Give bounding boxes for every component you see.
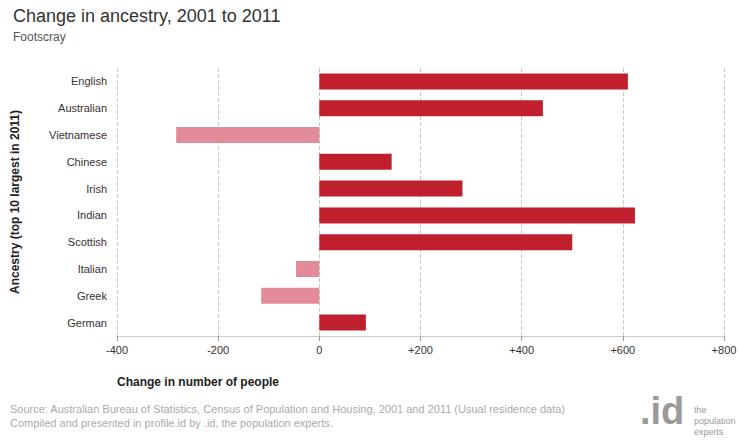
svg-text:Indian: Indian [77, 209, 107, 221]
svg-text:Irish: Irish [86, 183, 107, 195]
svg-text:experts: experts [694, 427, 724, 437]
svg-text:Source: Australian Bureau of S: Source: Australian Bureau of Statistics,… [10, 403, 565, 415]
svg-text:-200: -200 [207, 344, 229, 356]
svg-text:Vietnamese: Vietnamese [49, 129, 107, 141]
svg-text:English: English [71, 75, 107, 87]
svg-text:Scottish: Scottish [68, 236, 107, 248]
svg-text:German: German [67, 317, 107, 329]
svg-text:Australian: Australian [58, 102, 107, 114]
svg-text:Change in ancestry, 2001 to 20: Change in ancestry, 2001 to 2011 [13, 6, 281, 26]
svg-text:-400: -400 [106, 344, 128, 356]
svg-text:Chinese: Chinese [67, 156, 107, 168]
svg-text:Footscray: Footscray [13, 30, 66, 44]
svg-text:the: the [694, 405, 707, 415]
svg-text:Change in number of people: Change in number of people [117, 375, 279, 389]
svg-text:Compiled and presented in prof: Compiled and presented in profile.id by … [10, 417, 333, 429]
svg-text:.id: .id [640, 390, 684, 432]
svg-text:+400: +400 [509, 344, 534, 356]
svg-text:+800: +800 [712, 344, 737, 356]
svg-text:Greek: Greek [77, 290, 107, 302]
svg-text:Ancestry (top 10 largest in 20: Ancestry (top 10 largest in 2011) [8, 110, 22, 294]
svg-text:+200: +200 [408, 344, 433, 356]
svg-text:+600: +600 [610, 344, 635, 356]
svg-text:population: population [694, 416, 736, 426]
svg-text:Italian: Italian [78, 263, 107, 275]
svg-text:0: 0 [316, 344, 322, 356]
